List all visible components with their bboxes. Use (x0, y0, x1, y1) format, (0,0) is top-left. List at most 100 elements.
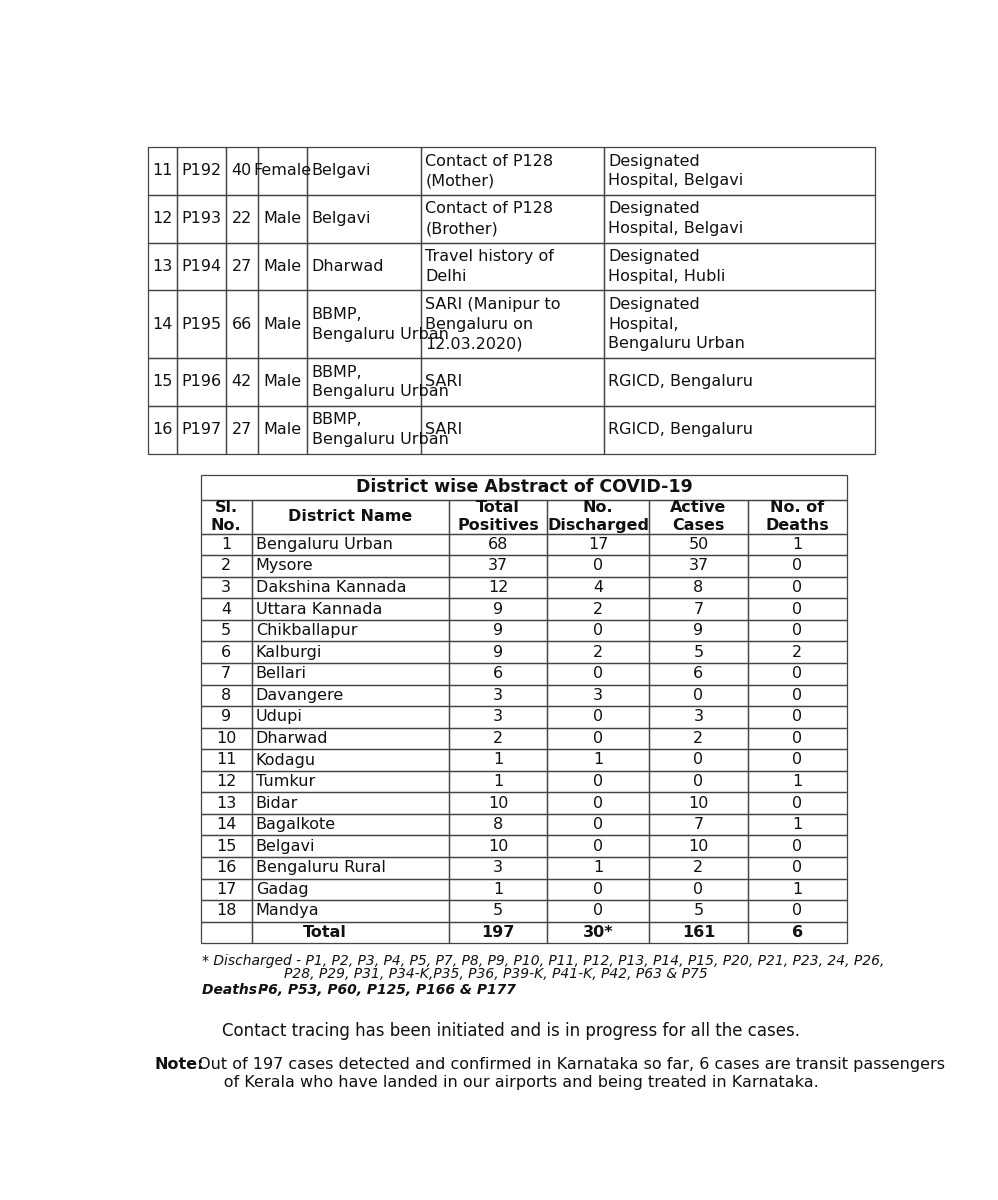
Bar (449, 620, 547, 642)
Bar (748, 556, 847, 577)
Bar (748, 620, 847, 642)
Bar (547, 499, 650, 534)
Text: 0: 0 (694, 882, 704, 896)
Text: SARI: SARI (425, 374, 463, 390)
Bar (604, 148, 875, 194)
Text: Dakshina Kannada: Dakshina Kannada (255, 580, 406, 595)
Bar (148, 406, 178, 454)
Text: 30*: 30* (583, 925, 614, 940)
Bar (251, 642, 449, 662)
Text: 17: 17 (216, 882, 237, 896)
Text: 0: 0 (593, 731, 603, 746)
Bar (201, 642, 251, 662)
Bar (449, 749, 547, 770)
Bar (449, 727, 547, 749)
Text: 40: 40 (232, 163, 251, 179)
Text: 6: 6 (791, 925, 802, 940)
Bar (748, 900, 847, 922)
Text: Mysore: Mysore (255, 558, 313, 574)
Bar (251, 577, 449, 599)
Bar (449, 577, 547, 599)
Bar (201, 577, 251, 599)
Bar (748, 835, 847, 857)
Text: 1: 1 (493, 882, 503, 896)
Text: Davangere: Davangere (255, 688, 344, 703)
Bar (748, 642, 847, 662)
Bar (258, 148, 306, 194)
Bar (258, 242, 306, 290)
Bar (449, 534, 547, 556)
Text: 9: 9 (222, 709, 232, 725)
Text: No. of
Deaths: No. of Deaths (765, 500, 829, 534)
Bar (650, 556, 748, 577)
Text: Belgavi: Belgavi (311, 163, 371, 179)
Text: 5: 5 (493, 904, 503, 918)
Bar (449, 499, 547, 534)
Text: 0: 0 (694, 752, 704, 768)
Text: No.
Discharged: No. Discharged (547, 500, 650, 534)
Bar (748, 922, 847, 943)
Bar (421, 194, 604, 242)
Text: BBMP,
Bengaluru Urban: BBMP, Bengaluru Urban (311, 365, 448, 400)
Text: Note:: Note: (155, 1057, 204, 1073)
Text: 15: 15 (153, 374, 173, 390)
Bar (604, 406, 875, 454)
Bar (650, 900, 748, 922)
Bar (178, 148, 226, 194)
Bar (449, 835, 547, 857)
Bar (547, 577, 650, 599)
Bar (251, 620, 449, 642)
Text: 7: 7 (694, 817, 704, 832)
Text: 1: 1 (792, 882, 802, 896)
Text: 6: 6 (694, 666, 704, 682)
Text: Chikballapur: Chikballapur (255, 623, 357, 638)
Text: 0: 0 (593, 623, 603, 638)
Bar (306, 194, 421, 242)
Bar (650, 878, 748, 900)
Bar (148, 194, 178, 242)
Text: 14: 14 (153, 317, 173, 331)
Bar (201, 727, 251, 749)
Text: Active
Cases: Active Cases (671, 500, 727, 534)
Text: 2: 2 (493, 731, 503, 746)
Bar (449, 857, 547, 878)
Bar (258, 406, 306, 454)
Bar (251, 749, 449, 770)
Text: P197: P197 (182, 422, 222, 437)
Bar (650, 662, 748, 684)
Bar (650, 706, 748, 727)
Text: 37: 37 (488, 558, 508, 574)
Text: 16: 16 (153, 422, 173, 437)
Text: Deaths -: Deaths - (203, 983, 267, 997)
Bar (148, 148, 178, 194)
Bar (650, 857, 748, 878)
Bar (547, 599, 650, 620)
Text: 1: 1 (792, 536, 802, 552)
Text: 0: 0 (792, 839, 802, 853)
Bar (226, 290, 258, 358)
Text: 3: 3 (593, 688, 603, 703)
Bar (201, 662, 251, 684)
Text: 2: 2 (694, 860, 704, 875)
Bar (226, 358, 258, 406)
Text: 0: 0 (792, 666, 802, 682)
Bar (449, 792, 547, 814)
Text: 3: 3 (493, 709, 503, 725)
Bar (421, 290, 604, 358)
Text: 0: 0 (792, 558, 802, 574)
Text: 37: 37 (689, 558, 709, 574)
Text: 10: 10 (488, 796, 508, 811)
Text: 0: 0 (792, 688, 802, 703)
Bar (650, 684, 748, 706)
Bar (201, 684, 251, 706)
Bar (547, 792, 650, 814)
Bar (449, 599, 547, 620)
Text: 0: 0 (593, 839, 603, 853)
Text: 27: 27 (232, 259, 251, 274)
Bar (251, 727, 449, 749)
Text: 22: 22 (232, 211, 251, 226)
Text: District Name: District Name (288, 509, 412, 524)
Bar (748, 814, 847, 835)
Text: Belgavi: Belgavi (311, 211, 371, 226)
Bar (258, 290, 306, 358)
